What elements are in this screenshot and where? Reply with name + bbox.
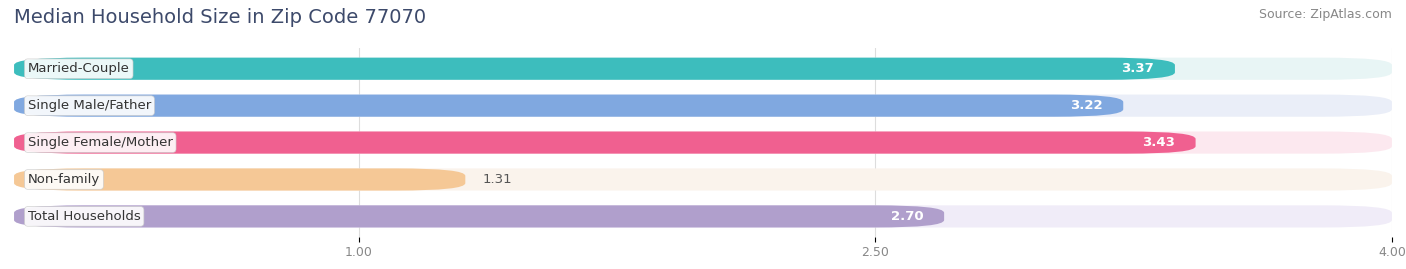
FancyBboxPatch shape	[14, 95, 1123, 117]
Text: Median Household Size in Zip Code 77070: Median Household Size in Zip Code 77070	[14, 8, 426, 27]
FancyBboxPatch shape	[14, 205, 1392, 228]
FancyBboxPatch shape	[14, 95, 1392, 117]
Text: Single Female/Mother: Single Female/Mother	[28, 136, 173, 149]
FancyBboxPatch shape	[14, 205, 945, 228]
Text: Married-Couple: Married-Couple	[28, 62, 129, 75]
Text: 2.70: 2.70	[891, 210, 924, 223]
FancyBboxPatch shape	[14, 168, 1392, 190]
Text: 1.31: 1.31	[482, 173, 512, 186]
FancyBboxPatch shape	[14, 132, 1392, 154]
Text: 3.37: 3.37	[1122, 62, 1154, 75]
Text: 3.43: 3.43	[1142, 136, 1175, 149]
FancyBboxPatch shape	[14, 58, 1392, 80]
FancyBboxPatch shape	[14, 132, 1195, 154]
Text: Single Male/Father: Single Male/Father	[28, 99, 150, 112]
Text: Source: ZipAtlas.com: Source: ZipAtlas.com	[1258, 8, 1392, 21]
Text: 3.22: 3.22	[1070, 99, 1102, 112]
FancyBboxPatch shape	[14, 168, 465, 190]
Text: Total Households: Total Households	[28, 210, 141, 223]
FancyBboxPatch shape	[14, 58, 1175, 80]
Text: Non-family: Non-family	[28, 173, 100, 186]
